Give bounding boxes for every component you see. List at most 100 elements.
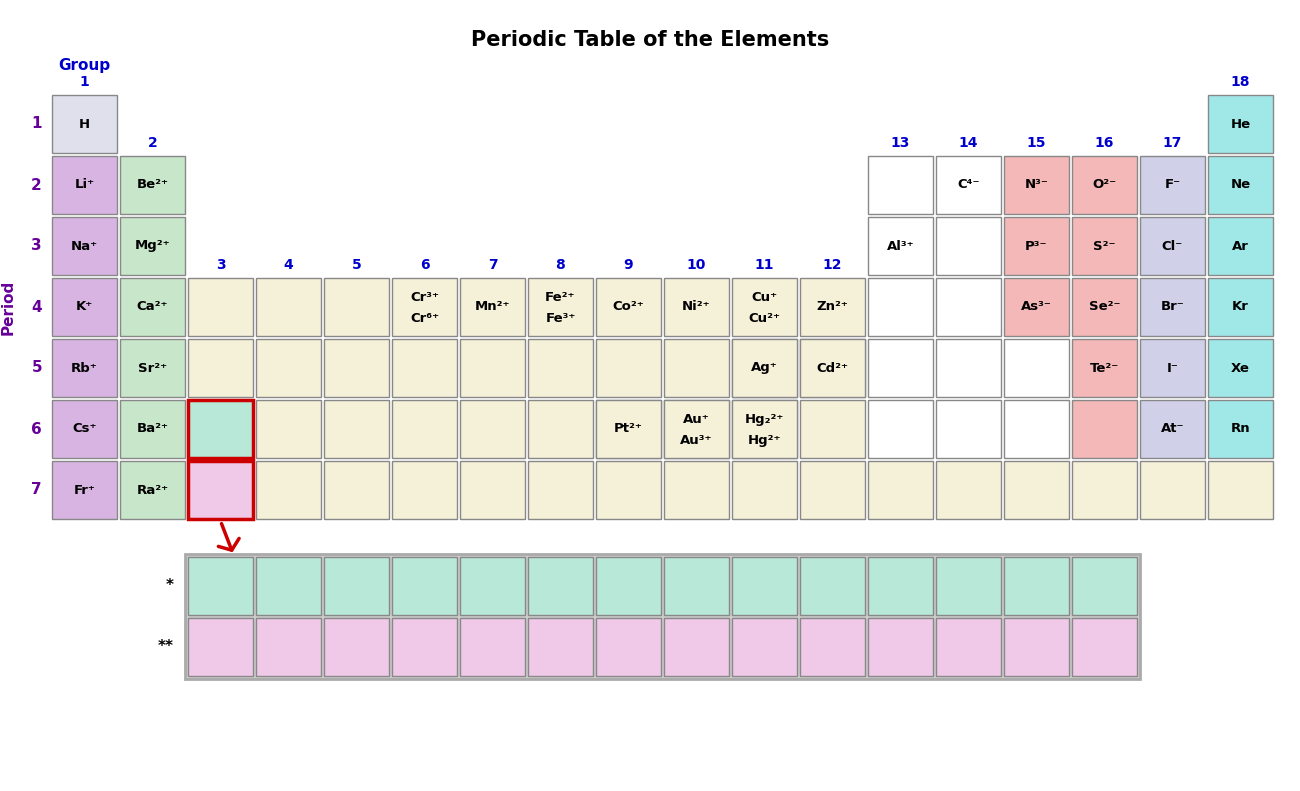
Bar: [732, 461, 797, 519]
Text: 8: 8: [555, 258, 566, 272]
Text: 4: 4: [283, 258, 294, 272]
Bar: [1208, 461, 1273, 519]
Text: Na⁺: Na⁺: [72, 240, 98, 252]
Bar: [1072, 618, 1138, 676]
Text: 6: 6: [420, 258, 429, 272]
Text: Pt²⁺: Pt²⁺: [614, 422, 644, 436]
Bar: [595, 339, 660, 397]
Bar: [52, 156, 117, 214]
Bar: [460, 618, 525, 676]
Text: Fe²⁺: Fe²⁺: [545, 290, 576, 304]
Bar: [324, 400, 389, 458]
Bar: [460, 461, 525, 519]
Bar: [868, 339, 933, 397]
Bar: [393, 618, 458, 676]
Bar: [1072, 156, 1138, 214]
Text: Hg²⁺: Hg²⁺: [747, 434, 781, 447]
Bar: [528, 557, 593, 615]
Bar: [1140, 278, 1205, 336]
Text: H: H: [79, 118, 90, 131]
Bar: [868, 461, 933, 519]
Text: P³⁻: P³⁻: [1026, 240, 1048, 252]
Bar: [460, 557, 525, 615]
Bar: [800, 339, 864, 397]
Text: At⁻: At⁻: [1161, 422, 1184, 436]
Text: **: **: [159, 639, 174, 654]
Bar: [800, 278, 864, 336]
Text: Cs⁺: Cs⁺: [73, 422, 96, 436]
Bar: [868, 618, 933, 676]
Bar: [595, 400, 660, 458]
Bar: [936, 400, 1001, 458]
Bar: [1004, 461, 1069, 519]
Text: N³⁻: N³⁻: [1024, 179, 1048, 191]
Text: C⁴⁻: C⁴⁻: [957, 179, 980, 191]
Text: 16: 16: [1095, 136, 1114, 150]
Bar: [324, 278, 389, 336]
Bar: [1208, 95, 1273, 153]
Text: 2: 2: [31, 177, 42, 192]
Bar: [1072, 339, 1138, 397]
Text: 7: 7: [31, 483, 42, 498]
Text: 12: 12: [823, 258, 842, 272]
Text: 3: 3: [216, 258, 225, 272]
Text: 6: 6: [31, 422, 42, 437]
Text: Kr: Kr: [1232, 301, 1249, 313]
Text: Ne: Ne: [1230, 179, 1251, 191]
Bar: [1004, 557, 1069, 615]
Bar: [1208, 217, 1273, 275]
Bar: [1208, 339, 1273, 397]
Bar: [1072, 461, 1138, 519]
Bar: [936, 278, 1001, 336]
Bar: [732, 278, 797, 336]
Text: 10: 10: [686, 258, 706, 272]
Text: S²⁻: S²⁻: [1093, 240, 1115, 252]
Bar: [1004, 618, 1069, 676]
Text: Ar: Ar: [1232, 240, 1249, 252]
Text: Ra²⁺: Ra²⁺: [136, 483, 169, 497]
Bar: [1004, 156, 1069, 214]
Bar: [664, 339, 729, 397]
Bar: [393, 400, 458, 458]
Bar: [595, 557, 660, 615]
Text: Xe: Xe: [1231, 361, 1249, 374]
Bar: [595, 278, 660, 336]
Bar: [800, 557, 864, 615]
Bar: [528, 339, 593, 397]
Bar: [1004, 278, 1069, 336]
Bar: [460, 400, 525, 458]
Bar: [52, 339, 117, 397]
Text: Cu²⁺: Cu²⁺: [749, 312, 780, 325]
Text: Al³⁺: Al³⁺: [887, 240, 914, 252]
Bar: [120, 400, 185, 458]
Bar: [1140, 339, 1205, 397]
Bar: [868, 278, 933, 336]
Text: Se²⁻: Se²⁻: [1089, 301, 1121, 313]
Text: 18: 18: [1231, 75, 1251, 89]
Text: Ni²⁺: Ni²⁺: [682, 301, 711, 313]
Bar: [393, 278, 458, 336]
Text: Be²⁺: Be²⁺: [136, 179, 169, 191]
Bar: [256, 557, 321, 615]
Bar: [185, 554, 1140, 679]
Bar: [52, 95, 117, 153]
Bar: [664, 278, 729, 336]
Bar: [393, 461, 458, 519]
Bar: [52, 461, 117, 519]
Bar: [936, 339, 1001, 397]
Bar: [324, 618, 389, 676]
Bar: [1140, 400, 1205, 458]
Bar: [1072, 400, 1138, 458]
Bar: [732, 339, 797, 397]
Bar: [188, 618, 254, 676]
Text: Mn²⁺: Mn²⁺: [474, 301, 510, 313]
Text: Rn: Rn: [1231, 422, 1251, 436]
Bar: [120, 461, 185, 519]
Text: Br⁻: Br⁻: [1161, 301, 1184, 313]
Text: 2: 2: [148, 136, 157, 150]
Text: Te²⁻: Te²⁻: [1089, 361, 1119, 374]
Bar: [256, 400, 321, 458]
Text: As³⁻: As³⁻: [1020, 301, 1052, 313]
Bar: [256, 339, 321, 397]
Bar: [732, 339, 797, 397]
